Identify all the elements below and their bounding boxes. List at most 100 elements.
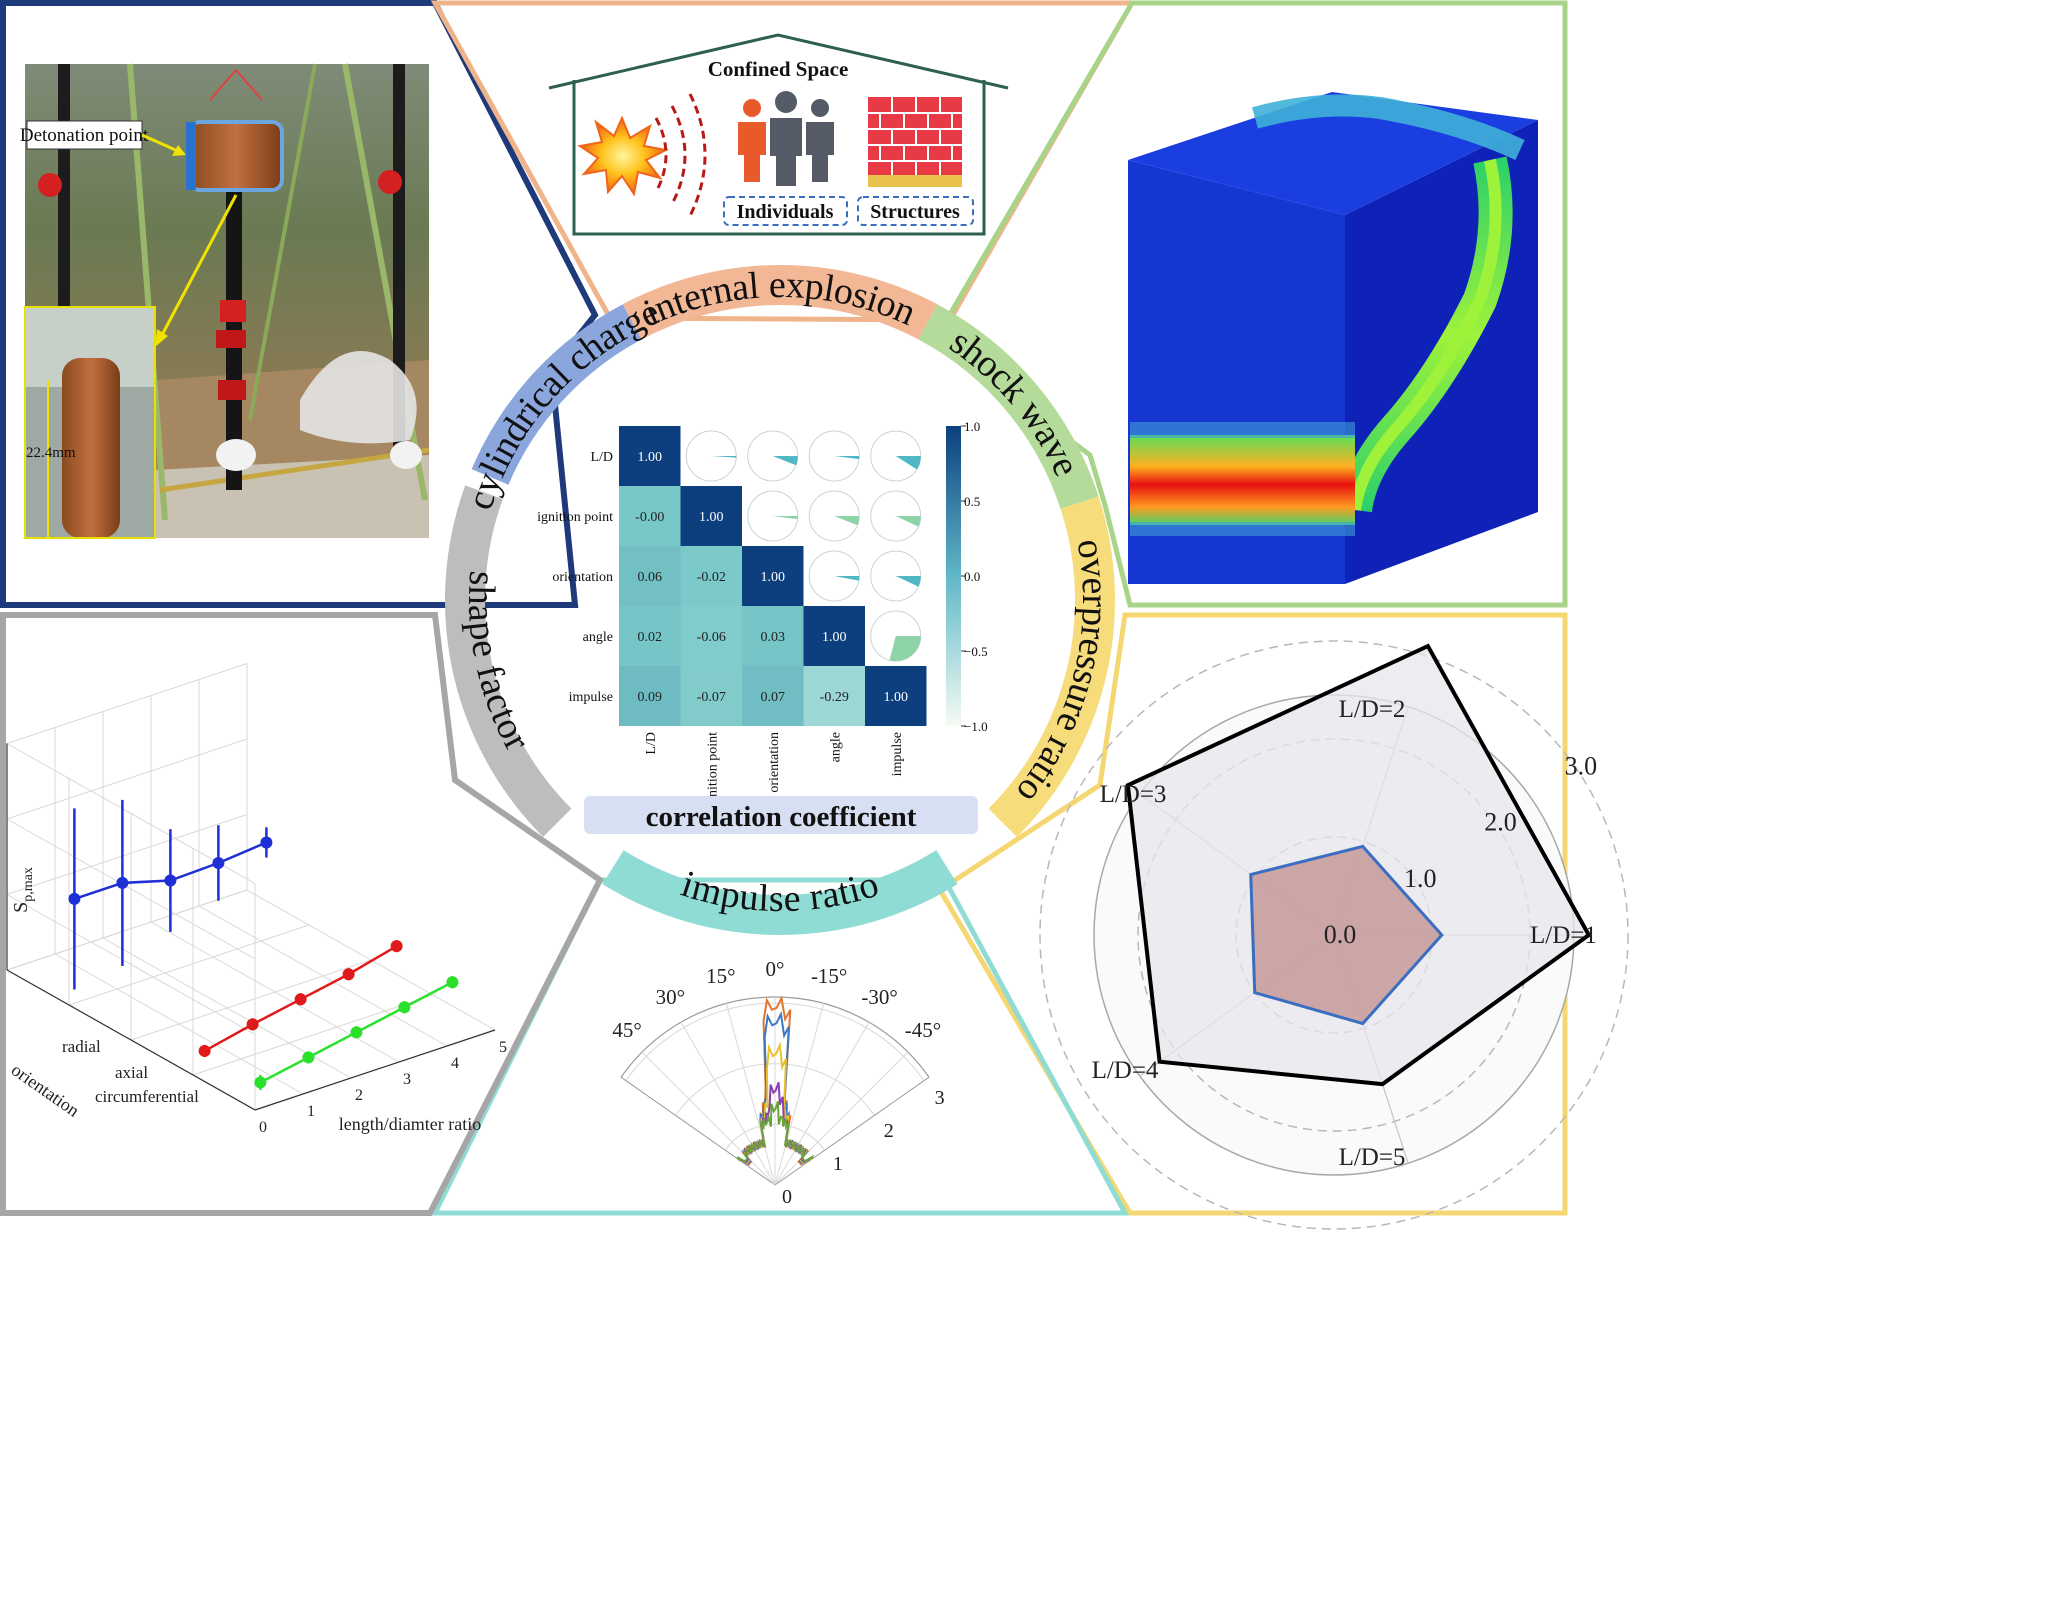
data-point-radial [68, 892, 81, 905]
fan-spoke [774, 1021, 870, 1186]
x-axis [254, 1029, 496, 1111]
heatmap-col-label: angle [828, 732, 843, 762]
fan-spoke [641, 1051, 776, 1186]
fan-spoke [774, 1051, 909, 1186]
x-tick-label: 5 [499, 1039, 507, 1056]
heatmap-cell-value: 0.09 [638, 690, 663, 705]
radar-axis-label: L/D=5 [1339, 1144, 1406, 1171]
correlation-title-box [584, 796, 978, 834]
shock-wave-simulation [1128, 92, 1538, 584]
data-point-radial [164, 874, 177, 887]
heatmap-row-label: ignition point [537, 510, 613, 525]
y-category-label: circumferential [95, 1087, 199, 1106]
data-point-circumferential [446, 976, 459, 989]
heatmap-cell-value: -0.29 [820, 690, 849, 705]
grid-line [6, 814, 248, 895]
data-point-axial [342, 968, 355, 981]
y-axis [6, 969, 256, 1111]
data-point-radial [260, 836, 273, 849]
heatmap-col-label: orientation [767, 732, 782, 793]
ring-segment-internal [622, 265, 938, 340]
heatmap-pie-slice [834, 576, 860, 581]
panel-shape-border [0, 612, 604, 1216]
heatmap-cell [619, 426, 681, 486]
detonation-point-label: Detonation point [20, 125, 149, 146]
heatmap-cell-value: -0.06 [697, 630, 726, 645]
fan-radius-label: 1 [833, 1153, 843, 1175]
ring-segment-impulse [602, 850, 958, 936]
grid-line [6, 738, 248, 820]
data-point-circumferential [254, 1076, 267, 1089]
fan-spoke [620, 1076, 776, 1186]
heatmap-row-label: angle [583, 630, 613, 645]
ring-label-internal: internal explosion [638, 264, 923, 334]
heatmap-pie-slice [895, 516, 921, 527]
fan-radius-label: 3 [935, 1087, 945, 1109]
heatmap-cell [680, 486, 742, 546]
fan-series-curve [736, 1100, 815, 1163]
ring-segment-cylindrical [471, 304, 642, 485]
fan-angle-label: -30° [861, 985, 897, 1009]
fan-angle-label: -45° [905, 1018, 941, 1042]
ring-label-impulse: impulse ratio [676, 863, 883, 920]
confined-space-title: Confined Space [708, 57, 849, 81]
fan-spoke [774, 1003, 825, 1186]
x-tick-label: 0 [259, 1119, 267, 1136]
heatmap-pie-slice [895, 456, 921, 470]
heatmap-col-label: ignition point [705, 732, 720, 808]
heatmap-cell-value: 1.00 [822, 630, 847, 645]
heatmap-row-label: impulse [569, 690, 613, 705]
heatmap-cell [803, 606, 865, 666]
z-axis-label: Sp,max [10, 867, 36, 913]
x-tick-label: 2 [355, 1087, 363, 1104]
heatmap-cell [865, 666, 927, 726]
grid-line [6, 663, 248, 744]
x-axis-label: length/diamter ratio [339, 1114, 481, 1134]
colorbar-tick-label: 0.5 [964, 494, 980, 509]
colorbar-tick-label: 1.0 [964, 419, 980, 434]
radar-tick-label: 0.0 [1324, 920, 1357, 949]
heatmap-pie-slice [834, 456, 860, 460]
fan-angle-label: 15° [706, 964, 735, 988]
y-axis-label: orientation [8, 1060, 83, 1121]
heatmap-cell [680, 666, 742, 726]
data-point-circumferential [302, 1051, 315, 1064]
radar-tick-label: 2.0 [1484, 808, 1517, 837]
data-point-radial [116, 876, 129, 889]
radar-axis-label: L/D=1 [1530, 922, 1597, 949]
heatmap-cell [619, 606, 681, 666]
people-icon [738, 91, 834, 186]
grid-line [6, 889, 248, 971]
heatmap-cell-value: 0.02 [638, 630, 663, 645]
data-point-axial [390, 940, 403, 953]
y-category-label: axial [115, 1063, 148, 1082]
heatmap-pie-slice [772, 456, 798, 466]
heatmap-cell-value: 1.00 [699, 510, 724, 525]
colorbar-tick-label: −0.5 [964, 644, 988, 659]
data-point-axial [294, 993, 307, 1006]
radar-tick-label: 3.0 [1565, 751, 1598, 780]
fan-radius-label: 2 [884, 1120, 894, 1142]
heatmap-cell [680, 546, 742, 606]
x-tick-label: 4 [451, 1055, 459, 1072]
ring-segment-shock [918, 304, 1099, 509]
heatmap-cell-value: 0.07 [761, 690, 786, 705]
heatmap-pie-slice [711, 456, 737, 458]
heatmap-cell [619, 666, 681, 726]
panel-overpressure-border [936, 612, 1568, 1216]
heatmap-colorbar [946, 426, 961, 726]
colorbar-tick-label: 0.0 [964, 569, 980, 584]
heatmap-cell [803, 666, 865, 726]
data-point-axial [246, 1018, 259, 1031]
colorbar-tick-label: −1.0 [964, 719, 988, 734]
fan-spoke [725, 1003, 776, 1186]
data-point-radial [212, 857, 225, 869]
data-point-circumferential [350, 1026, 363, 1039]
data-point-circumferential [398, 1001, 411, 1014]
fan-spoke [774, 1076, 930, 1186]
heatmap-cell-value: 1.00 [761, 570, 786, 585]
radar-axis-label: L/D=2 [1339, 696, 1406, 723]
heatmap-cell [742, 546, 804, 606]
explosion-burst-icon [577, 115, 670, 197]
